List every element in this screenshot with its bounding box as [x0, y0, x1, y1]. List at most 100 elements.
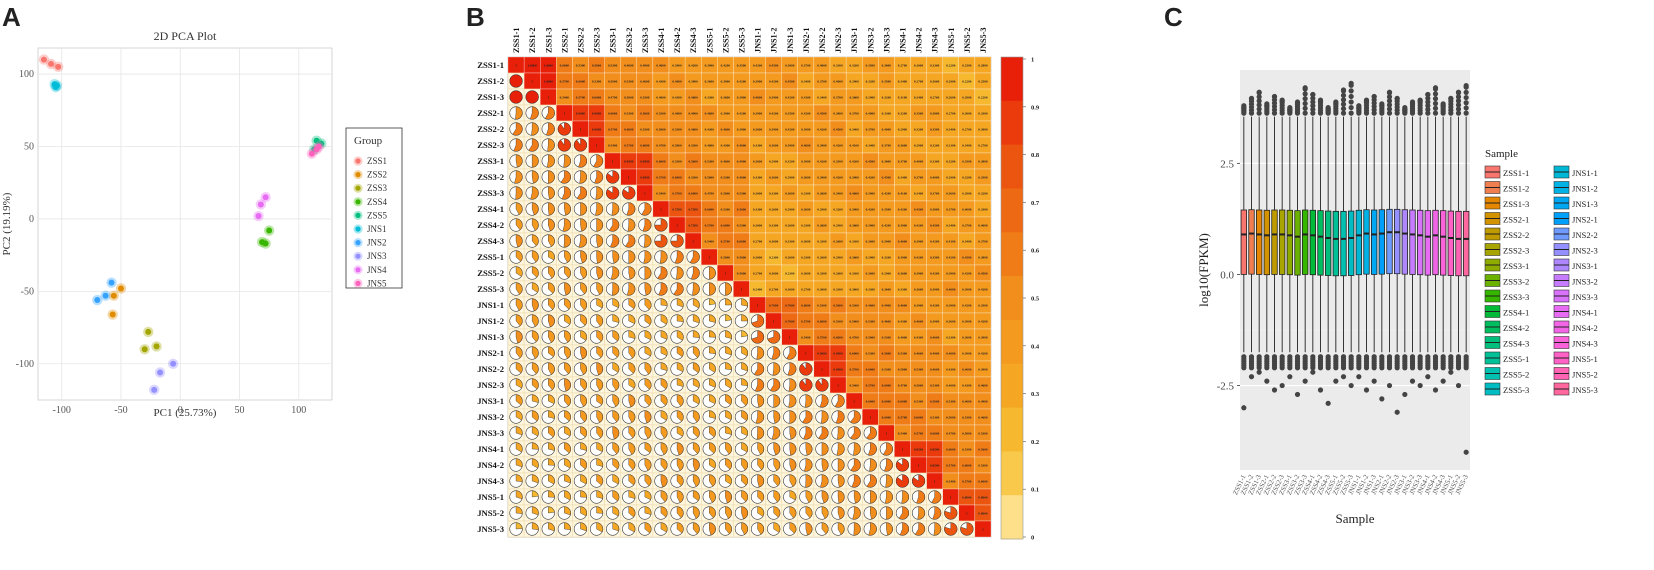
heatmap-cell-value: 0.4600	[753, 96, 763, 100]
heatmap-cell-value: 0.2700	[946, 112, 956, 116]
box-legend-title: Sample	[1485, 148, 1518, 160]
box-outlier-high	[1333, 100, 1339, 106]
box-outlier-low	[1363, 365, 1370, 371]
heatmap-pie-slice	[548, 186, 555, 200]
heatmap-cell-value: 0.5300	[624, 112, 634, 116]
heatmap-cell-value: 0.3900	[801, 128, 811, 132]
box-outlier-low	[1340, 365, 1347, 371]
pca-legend-swatch	[355, 212, 361, 218]
heatmap-column-label: JNS1-1	[754, 28, 763, 53]
heatmap-cell-value: 0.4200	[833, 144, 843, 148]
heatmap-cell-value: 0.5300	[608, 64, 618, 68]
heatmap-cell-value: 0.3600	[785, 192, 795, 196]
box-outlier-high	[1432, 110, 1439, 116]
heatmap-pie-slice	[611, 202, 620, 216]
box-outlier-low	[1432, 365, 1439, 371]
heatmap-cell-value: 0.3200	[866, 80, 876, 84]
heatmap-cell-value: 0.3300	[705, 96, 715, 100]
heatmap-column-label: JNS5-1	[947, 28, 956, 53]
box-legend-label: JNS4-3	[1572, 339, 1598, 349]
heatmap-cell-value: 0.3900	[817, 176, 827, 180]
heatmap-cell-value: 0.4600	[849, 192, 859, 196]
heatmap-cell-value: 0.3800	[882, 64, 892, 68]
heatmap-column-label: JNS4-3	[931, 28, 940, 53]
pca-x-axis-label: PC1 (25.73%)	[154, 407, 217, 419]
box-outlier-low	[1463, 365, 1469, 371]
pca-legend-swatch	[355, 240, 361, 246]
pca-legend-label: JNS2	[367, 238, 387, 248]
box-legend-label: JNS3-3	[1572, 292, 1598, 302]
box-outlier-low	[1279, 365, 1285, 371]
box-outlier-high	[1432, 85, 1439, 91]
heatmap-cell-value: 0.2900	[785, 176, 795, 180]
heatmap-cell-value: 0.3300	[801, 192, 811, 196]
heatmap-cell-value: 0.8500	[640, 176, 650, 180]
pca-point-zss3	[153, 343, 160, 350]
box-legend-label: ZSS3-3	[1503, 292, 1529, 302]
pca-point-zss1	[40, 56, 47, 63]
heatmap-cell-value: 0.3200	[978, 192, 988, 196]
heatmap-cell-value: 0.9000	[576, 112, 586, 116]
heatmap-cell-value: 0.3900	[721, 80, 731, 84]
box-outlier-high	[1340, 92, 1347, 98]
heatmap-cell-value: 0.2600	[946, 96, 956, 100]
heatmap-cell-value: 0.4500	[866, 160, 876, 164]
pca-point-jns1	[52, 84, 59, 91]
heatmap-row-label: ZSS3-1	[477, 156, 504, 166]
heatmap-cell-value: 0.3900	[753, 80, 763, 84]
heatmap-cell-value: 0.3900	[833, 192, 843, 196]
heatmap-cell-value: 0.3500	[833, 160, 843, 164]
box-outlier-low	[1440, 365, 1446, 371]
box-outlier-low	[1294, 365, 1301, 371]
box-outlier-low	[1394, 409, 1400, 415]
heatmap-cell-value: 0.4100	[849, 144, 859, 148]
heatmap-cell-value: 0.6000	[624, 128, 634, 132]
heatmap-pie-slice	[606, 170, 620, 184]
heatmap-pie-slice	[515, 202, 523, 215]
heatmap-cell-value: 0.3900	[753, 112, 763, 116]
heatmap-cell-value: 0.7500	[688, 208, 698, 212]
box-legend-label: JNS3-1	[1572, 261, 1598, 271]
pca-y-tick-label: 100	[19, 69, 34, 80]
heatmap-cell-value: 1	[515, 64, 517, 68]
heatmap-pie-slice	[548, 170, 555, 184]
pca-legend-box	[345, 127, 403, 289]
heatmap-cell-value: 0.4300	[705, 128, 715, 132]
heatmap-cell-value: 0.4000	[930, 176, 940, 180]
pca-legend-swatch	[355, 172, 361, 178]
box-legend-label: JNS5-1	[1572, 354, 1598, 364]
box-outlier-high	[1356, 105, 1362, 111]
heatmap-cell-value: 0.3900	[866, 192, 876, 196]
heatmap-cell-value: 0.3500	[882, 80, 892, 84]
heatmap-row-label: JNS5-3	[477, 524, 504, 534]
heatmap-cell-value: 0.3200	[898, 112, 908, 116]
heatmap-pie-slice	[576, 186, 587, 200]
heatmap-cell-value: 0.3400	[914, 192, 924, 196]
box-outlier-high	[1241, 105, 1247, 111]
pca-point-jns2	[102, 292, 109, 299]
box-legend-label: ZSS4-1	[1503, 308, 1529, 318]
box-outlier-low	[1310, 369, 1316, 375]
heatmap-pie-slice	[531, 170, 539, 184]
heatmap-cell-value: 0.5700	[672, 192, 682, 196]
box-legend-label: JNS1-2	[1572, 184, 1598, 194]
box-outlier-low	[1271, 387, 1278, 393]
heatmap-cell-value: 0.5300	[672, 128, 682, 132]
heatmap-cell-value: 0.3800	[785, 64, 795, 68]
heatmap-cell-value: 0.3700	[882, 144, 892, 148]
heatmap-cell-value: 0.3500	[882, 208, 892, 212]
heatmap-cell-value: 0.3800	[882, 160, 892, 164]
box-zss2-2	[1271, 209, 1278, 275]
heatmap-cell-value: 0.3600	[801, 208, 811, 212]
heatmap-cell-value: 0.3200	[882, 96, 892, 100]
heatmap-column-label: ZSS3-1	[609, 28, 618, 53]
heatmap-pie-slice	[509, 74, 523, 88]
box-outlier-high	[1402, 107, 1408, 113]
heatmap-pie-slice	[531, 218, 539, 231]
box-outlier-high	[1348, 80, 1354, 86]
heatmap-cell-value: 0.2900	[898, 128, 908, 132]
heatmap-cell-value: 0.4300	[721, 144, 731, 148]
box-outlier-high	[1317, 98, 1324, 104]
heatmap-cell-value: 0.3700	[866, 128, 876, 132]
